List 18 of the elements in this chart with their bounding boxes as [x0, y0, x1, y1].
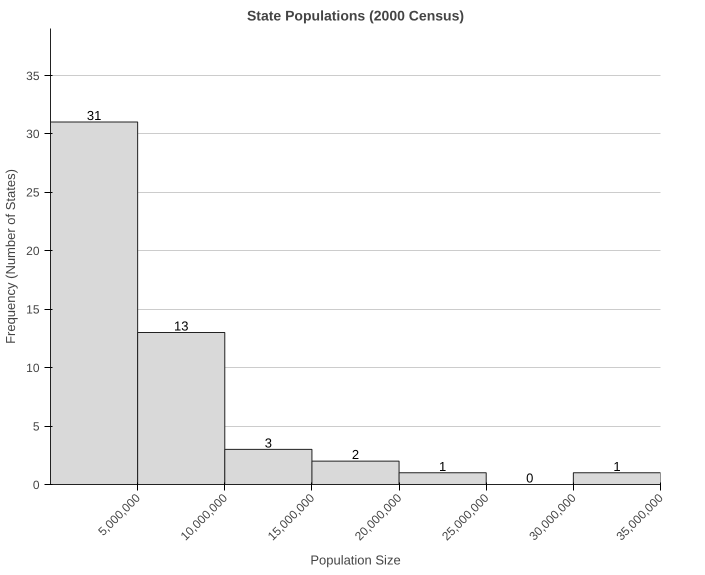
data-label: 1: [439, 458, 446, 474]
y-tick-label: 5: [32, 420, 40, 434]
data-label: 3: [264, 435, 272, 450]
chart-title: State Populations (2000 Census): [246, 8, 464, 24]
y-tick-label: 20: [26, 244, 40, 258]
data-label: 2: [352, 447, 360, 462]
data-label: 31: [86, 108, 102, 124]
y-tick-label: 35: [26, 68, 40, 83]
data-label: 13: [174, 318, 188, 334]
y-tick-label: 30: [26, 127, 40, 142]
y-axis-title: Frequency (Number of States): [3, 169, 18, 344]
y-tick-label: 10: [26, 361, 40, 376]
y-tick-label: 25: [26, 186, 40, 200]
y-tick-label: 15: [26, 302, 40, 317]
y-tick-label: 0: [32, 478, 40, 492]
x-axis-title: Population Size: [310, 552, 401, 568]
data-label: 0: [526, 470, 534, 486]
data-label: 1: [613, 458, 621, 474]
